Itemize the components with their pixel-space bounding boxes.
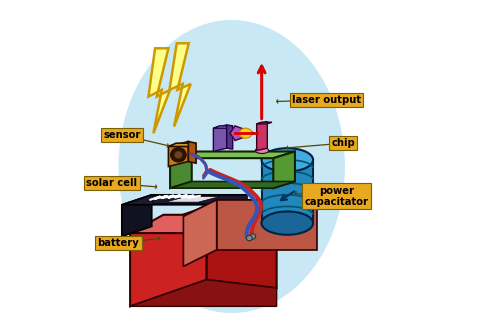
Polygon shape (214, 126, 233, 128)
Ellipse shape (262, 211, 313, 235)
Ellipse shape (250, 234, 256, 239)
Polygon shape (148, 48, 170, 133)
Polygon shape (130, 215, 276, 233)
Ellipse shape (170, 148, 186, 162)
Polygon shape (170, 152, 192, 188)
Text: power
capacitator: power capacitator (304, 186, 368, 207)
Ellipse shape (262, 148, 313, 171)
Polygon shape (168, 143, 196, 147)
Text: solar cell: solar cell (86, 178, 138, 188)
Ellipse shape (240, 128, 252, 138)
Polygon shape (230, 126, 255, 141)
Polygon shape (206, 206, 276, 288)
Polygon shape (188, 142, 196, 163)
Text: chip: chip (332, 138, 355, 148)
Polygon shape (184, 200, 216, 266)
Polygon shape (170, 152, 295, 158)
Ellipse shape (174, 151, 182, 159)
Polygon shape (165, 196, 220, 202)
Polygon shape (226, 125, 232, 149)
Text: sensor: sensor (103, 130, 141, 140)
Polygon shape (262, 160, 314, 223)
Polygon shape (130, 206, 206, 306)
Ellipse shape (118, 20, 345, 313)
Polygon shape (152, 195, 246, 203)
Polygon shape (122, 195, 152, 236)
Ellipse shape (246, 235, 252, 241)
Polygon shape (214, 125, 226, 152)
Polygon shape (130, 280, 276, 306)
Polygon shape (168, 142, 188, 166)
Polygon shape (274, 152, 295, 188)
Polygon shape (170, 43, 190, 127)
Polygon shape (216, 200, 316, 250)
Polygon shape (184, 200, 316, 216)
Polygon shape (122, 195, 246, 205)
Polygon shape (170, 181, 295, 188)
Polygon shape (256, 122, 272, 124)
Text: laser output: laser output (292, 95, 361, 105)
Polygon shape (256, 122, 268, 151)
Text: battery: battery (98, 238, 140, 248)
Ellipse shape (256, 148, 268, 154)
